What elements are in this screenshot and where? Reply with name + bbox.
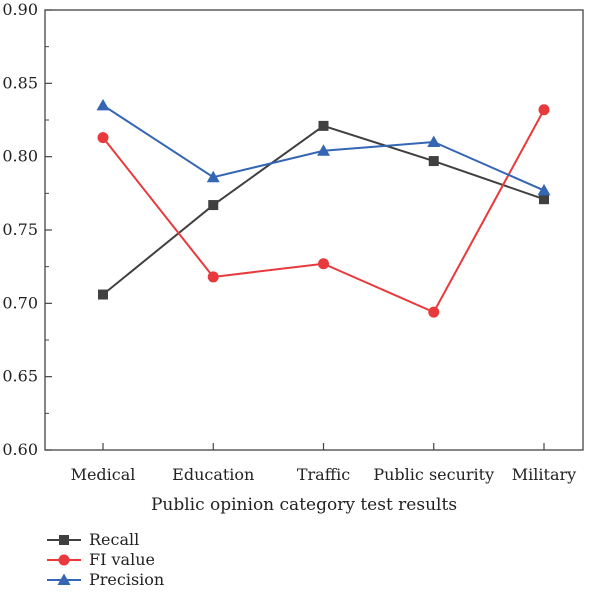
y-axis: 0.60 0.65 0.70 0.75 0.80 0.85 0.90 [2,0,52,459]
y-tick-label: 0.75 [2,220,38,239]
x-tick-label: Education [172,465,254,484]
data-point [317,144,330,156]
data-point [538,104,550,116]
x-tick-label: Traffic [297,465,350,484]
series-line [102,109,545,314]
y-tick-label: 0.70 [2,293,38,312]
x-axis-title: Public opinion category test results [151,495,457,515]
series-triangle [96,98,551,196]
data-point [207,271,219,283]
data-point [208,200,219,211]
y-tick-label: 0.85 [2,73,38,92]
data-point [428,306,440,318]
data-point [537,183,551,196]
legend-item: Precision [47,570,164,589]
series-square [98,120,549,300]
legend-marker [57,573,71,585]
series-circle [97,104,550,318]
legend-marker [59,535,69,545]
plot-border [44,9,584,451]
legend-item: FI value [47,550,155,569]
plot-frame [44,9,584,451]
legend-label: Precision [89,570,164,589]
x-tick-label: Public security [373,465,494,484]
data-point [97,132,109,144]
data-point [206,170,220,183]
series-layer [96,98,551,318]
legend-item: Recall [47,530,139,549]
data-point [318,258,329,270]
data-point [98,289,108,300]
data-point [96,98,110,111]
x-tick-label: Military [512,465,576,484]
x-tick-label: Medical [71,465,136,484]
legend-marker [58,554,70,566]
y-tick-label: 0.60 [2,440,38,459]
data-point [428,156,439,167]
y-tick-label: 0.80 [2,147,38,166]
y-tick-label: 0.90 [2,0,38,19]
legend-label: FI value [89,550,155,569]
data-point [539,194,549,205]
legend-label: Recall [89,530,139,549]
x-axis: Medical Education Traffic Public security Mi… [71,443,576,484]
y-tick-label: 0.65 [2,367,38,386]
data-point [427,135,441,147]
data-point [318,120,329,131]
